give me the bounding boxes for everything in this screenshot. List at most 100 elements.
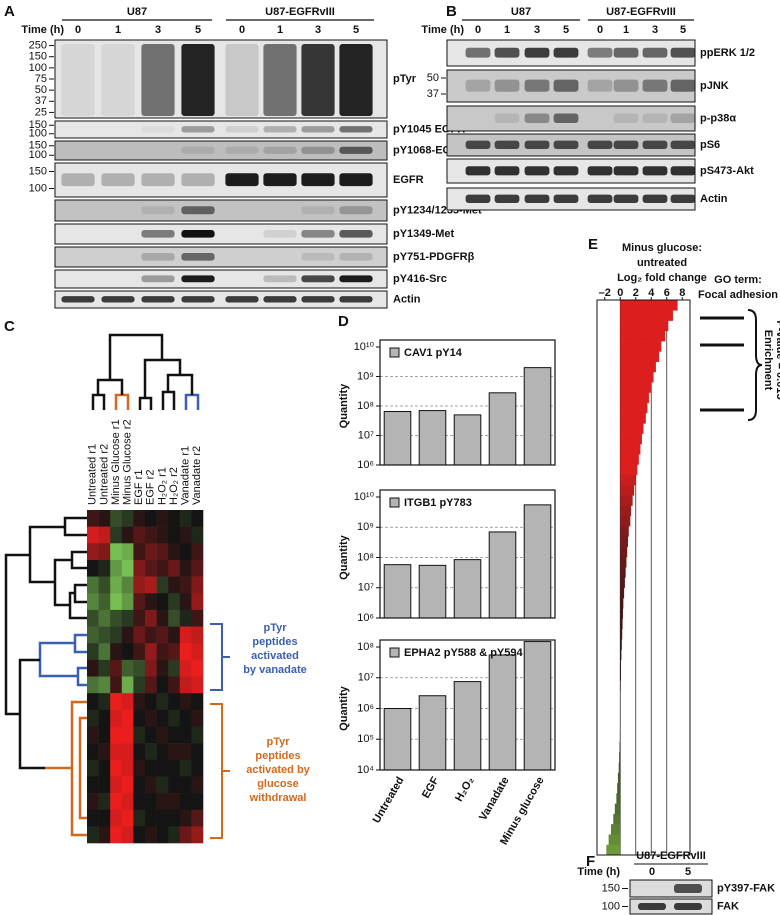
bar	[620, 618, 623, 630]
mw-marker: 150	[29, 140, 47, 152]
band	[465, 194, 491, 203]
bar	[620, 659, 622, 671]
blot-label: EGFR	[393, 174, 424, 186]
blot	[446, 39, 696, 67]
heatmap-cell	[156, 809, 169, 827]
heatmap-cell	[191, 809, 204, 827]
band	[225, 146, 259, 154]
heatmap-cell	[98, 510, 111, 527]
band	[339, 173, 373, 187]
time-point: 1	[504, 24, 510, 36]
blot	[54, 120, 388, 139]
heatmap-cell	[110, 559, 123, 577]
y-tick-label: 10⁶	[357, 702, 374, 714]
bar	[383, 411, 412, 466]
heatmap-cell	[191, 793, 204, 810]
plot-frame	[379, 639, 556, 771]
band	[465, 140, 491, 149]
group-label: U87	[127, 6, 147, 18]
heatmap-cell	[110, 693, 123, 711]
blot-background	[54, 223, 388, 245]
band	[613, 47, 639, 58]
vanadate-note: activated	[251, 650, 299, 662]
heatmap-cell	[191, 726, 204, 744]
heatmap-cell	[168, 643, 181, 661]
band	[301, 146, 335, 154]
heatmap-cell	[110, 643, 123, 661]
heatmap-cell	[179, 743, 192, 761]
heatmap-cell	[98, 659, 111, 677]
heatmap-cell	[168, 793, 181, 810]
heatmap-cell	[179, 659, 192, 677]
heatmap-cell	[133, 576, 146, 594]
band	[465, 47, 491, 58]
heatmap-cell	[179, 609, 192, 627]
band-smear	[61, 44, 95, 116]
heatmap-cell	[110, 526, 123, 544]
heatmap-cell	[121, 643, 134, 661]
band	[494, 47, 520, 58]
glucose-note: peptides	[255, 750, 300, 762]
time-point: 5	[563, 24, 569, 36]
mw-marker: 75	[35, 73, 47, 85]
blot-label: FAK	[717, 900, 739, 912]
heatmap-cell	[168, 709, 181, 727]
band	[465, 166, 491, 176]
band	[670, 113, 696, 123]
heatmap-cell	[168, 759, 181, 777]
y-axis-label: Quantity	[338, 685, 350, 730]
blot	[54, 246, 388, 268]
heatmap-cell	[121, 709, 134, 727]
band	[101, 296, 135, 303]
heatmap-cell	[179, 776, 192, 794]
mw-marker: 37	[427, 88, 439, 100]
heatmap-cell	[179, 626, 192, 644]
mw-marker: 100	[29, 182, 47, 194]
band	[301, 126, 335, 133]
band	[613, 166, 639, 176]
band-smear	[101, 44, 135, 116]
band	[553, 113, 579, 123]
panel-label: E	[588, 236, 598, 253]
heatmap-cell	[168, 776, 181, 794]
band	[141, 206, 175, 215]
heatmap-cell	[133, 743, 146, 761]
blot	[54, 269, 388, 289]
blot	[446, 69, 696, 103]
bar	[620, 474, 636, 486]
heatmap-cell	[168, 659, 181, 677]
band	[181, 296, 215, 303]
heatmap-cell	[168, 510, 181, 527]
blot	[54, 223, 388, 245]
band	[587, 166, 613, 176]
heatmap-cell	[87, 609, 99, 627]
heatmap-cell	[87, 693, 99, 711]
band	[613, 79, 639, 92]
bar	[620, 310, 673, 321]
column-label: Untreated r2	[98, 444, 110, 505]
glucose-note: activated by	[246, 764, 310, 776]
heatmap-cell	[98, 693, 111, 711]
heatmap-cell	[179, 709, 192, 727]
heatmap-cell	[87, 593, 99, 611]
time-label: Time (h)	[21, 24, 64, 36]
heatmap-cell	[179, 510, 192, 527]
panel-label: B	[446, 3, 457, 20]
y-tick-label: 10⁶	[357, 612, 374, 624]
heatmap-cell	[191, 743, 204, 761]
heatmap-cell	[145, 543, 157, 561]
heatmap-cell	[98, 809, 111, 827]
x-tick-label: 2	[633, 287, 639, 299]
band	[494, 166, 520, 176]
time-point: 0	[649, 866, 655, 878]
heatmap-cell	[156, 693, 169, 711]
heatmap-cell	[179, 543, 192, 561]
heatmap-cell	[98, 776, 111, 794]
heatmap-cell	[121, 526, 134, 544]
bar	[418, 410, 447, 466]
heatmap-cell	[121, 659, 134, 677]
band	[670, 194, 696, 203]
blot	[54, 140, 388, 161]
time-point: 0	[475, 24, 481, 36]
heatmap-cell	[121, 826, 134, 844]
